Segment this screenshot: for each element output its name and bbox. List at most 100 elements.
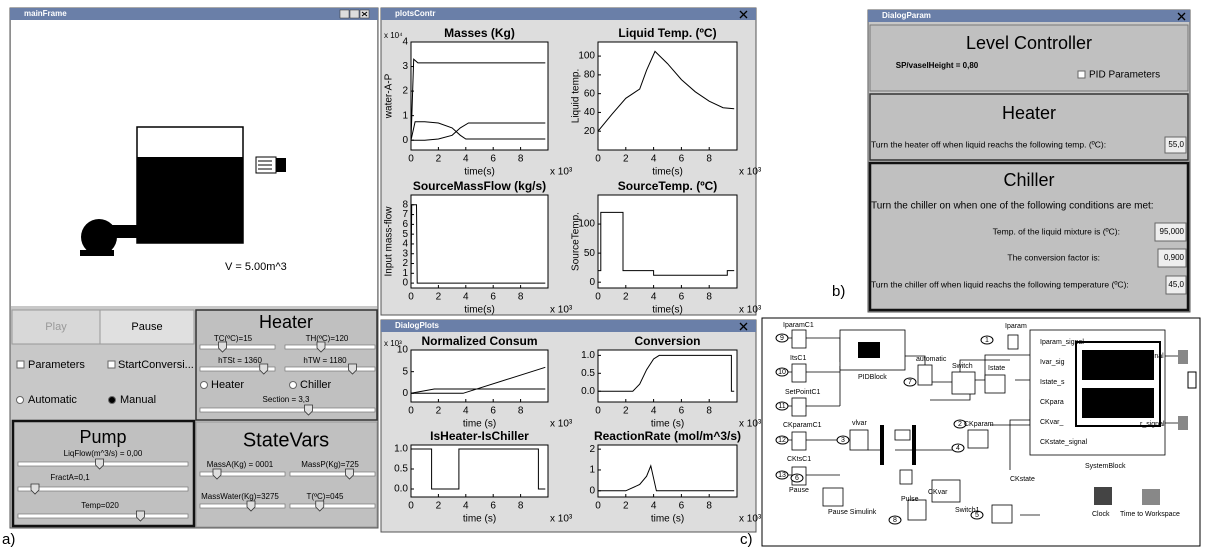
y-tick-label: 4 bbox=[402, 239, 408, 250]
plot-area bbox=[410, 444, 549, 498]
slider-track[interactable] bbox=[199, 503, 286, 509]
slider-label: Temp=020 bbox=[81, 501, 119, 510]
slider-thumb[interactable] bbox=[30, 483, 40, 495]
slider-track[interactable] bbox=[17, 513, 189, 519]
radio-label: Manual bbox=[120, 394, 156, 406]
radio[interactable] bbox=[16, 396, 24, 404]
y-scale-label: x 10⁴ bbox=[384, 31, 403, 40]
block-label: SetPointC1 bbox=[785, 389, 821, 396]
plot-area bbox=[597, 194, 738, 289]
slider-thumb[interactable] bbox=[136, 510, 145, 522]
slider-track[interactable] bbox=[17, 486, 189, 492]
block-label: Switch bbox=[952, 363, 973, 370]
slider-track[interactable] bbox=[199, 407, 376, 413]
port-number: 11 bbox=[778, 403, 785, 410]
x-tick-label: 6 bbox=[679, 406, 685, 417]
x-tick-label: 4 bbox=[463, 292, 469, 303]
series-line bbox=[411, 366, 546, 394]
x-axis-label: time (s) bbox=[651, 514, 684, 525]
slider-thumb[interactable] bbox=[212, 468, 222, 480]
input[interactable] bbox=[1154, 222, 1187, 242]
close-button[interactable] bbox=[1177, 12, 1186, 21]
y-tick-label: 20 bbox=[584, 126, 596, 137]
y-tick-label: 1.0 bbox=[394, 444, 408, 455]
slider-label: MassWater(Kg)=3275 bbox=[201, 492, 279, 501]
slider-thumb[interactable] bbox=[315, 500, 325, 512]
slider-track[interactable] bbox=[199, 471, 286, 477]
checkbox-label: PID Parameters bbox=[1089, 70, 1160, 81]
x-tick-label: 2 bbox=[623, 154, 629, 165]
input[interactable] bbox=[1157, 248, 1187, 268]
y-tick-label: 40 bbox=[584, 107, 596, 118]
slider-label: hTSt = 1360 bbox=[218, 356, 262, 365]
heater-switch[interactable] bbox=[255, 156, 286, 174]
radio[interactable] bbox=[200, 381, 208, 389]
plot-area bbox=[410, 349, 549, 403]
x-axis-label: time(s) bbox=[652, 305, 683, 316]
series-line bbox=[598, 211, 735, 276]
checkbox[interactable] bbox=[16, 360, 25, 369]
checkbox[interactable] bbox=[1077, 70, 1086, 79]
panel-title: Level Controller bbox=[966, 33, 1092, 53]
checkbox[interactable] bbox=[107, 360, 116, 369]
plot-title: ReactionRate (mol/m^3/s) bbox=[594, 429, 741, 443]
close-button[interactable] bbox=[739, 322, 748, 331]
pause-button[interactable] bbox=[99, 309, 195, 345]
panel-title: Heater bbox=[259, 312, 313, 332]
port-number: 12 bbox=[778, 437, 786, 444]
window-title: plotsContr bbox=[395, 9, 435, 18]
y-axis-label: Input mass-flow bbox=[384, 206, 395, 277]
x-axis-label: time (s) bbox=[463, 514, 496, 525]
x-tick-label: 4 bbox=[651, 154, 657, 165]
input[interactable] bbox=[1165, 275, 1187, 295]
slider-thumb[interactable] bbox=[304, 404, 313, 416]
radio[interactable] bbox=[289, 381, 297, 389]
plot-area bbox=[597, 41, 738, 151]
slider-thumb[interactable] bbox=[345, 468, 354, 480]
block-label: IparamC1 bbox=[783, 322, 814, 329]
window-controls[interactable] bbox=[339, 9, 370, 19]
x-axis-label: time (s) bbox=[463, 419, 496, 430]
slider-track[interactable] bbox=[284, 366, 376, 372]
tank-liquid bbox=[137, 157, 243, 243]
slider-track[interactable] bbox=[289, 471, 376, 477]
y-tick-label: 8 bbox=[402, 199, 408, 210]
block-label: Iparam bbox=[1005, 323, 1027, 330]
y-tick-label: 80 bbox=[584, 70, 596, 81]
pump[interactable] bbox=[81, 219, 117, 255]
slider-thumb[interactable] bbox=[259, 363, 269, 375]
play-label: Play bbox=[45, 321, 67, 333]
slider-thumb[interactable] bbox=[316, 341, 326, 353]
radio[interactable] bbox=[108, 396, 116, 404]
y-tick-label: 2 bbox=[402, 86, 408, 97]
series-line bbox=[410, 388, 546, 394]
slider-thumb[interactable] bbox=[246, 500, 256, 512]
slider-label: LiqFlow(m^3/s) = 0,00 bbox=[64, 449, 143, 458]
block-label: PIDBlock bbox=[858, 374, 887, 381]
panel-label: b) bbox=[832, 283, 845, 300]
plot-title: SourceMassFlow (kg/s) bbox=[413, 179, 546, 193]
slider-track[interactable] bbox=[284, 344, 376, 350]
x-scale-label: x 10³ bbox=[550, 305, 573, 316]
x-tick-label: 4 bbox=[651, 406, 657, 417]
slider-track[interactable] bbox=[289, 503, 376, 509]
y-tick-label: 2 bbox=[402, 258, 408, 269]
slider-label: MassA(Kg) = 0001 bbox=[207, 460, 274, 469]
input[interactable] bbox=[1164, 136, 1187, 154]
slider-thumb[interactable] bbox=[95, 458, 104, 470]
slider-track[interactable] bbox=[199, 366, 276, 372]
block-label: Istate bbox=[988, 365, 1005, 372]
x-tick-label: 6 bbox=[490, 501, 496, 512]
x-tick-label: 0 bbox=[408, 406, 414, 417]
block-label: Pause bbox=[789, 487, 809, 494]
heater-panel bbox=[195, 309, 378, 421]
y-axis-label: Liquid temp. bbox=[571, 69, 582, 123]
slider-track[interactable] bbox=[199, 344, 276, 350]
block-labels: IparamC1 ItsC1 SetPointC1 CKparamC1 CKtsC1 Pa… bbox=[778, 322, 1180, 524]
close-button[interactable] bbox=[739, 10, 748, 19]
y-tick-label: 0 bbox=[589, 277, 595, 288]
x-scale-label: x 10³ bbox=[739, 419, 762, 430]
slider-thumb[interactable] bbox=[348, 363, 357, 375]
slider-thumb[interactable] bbox=[218, 341, 227, 353]
